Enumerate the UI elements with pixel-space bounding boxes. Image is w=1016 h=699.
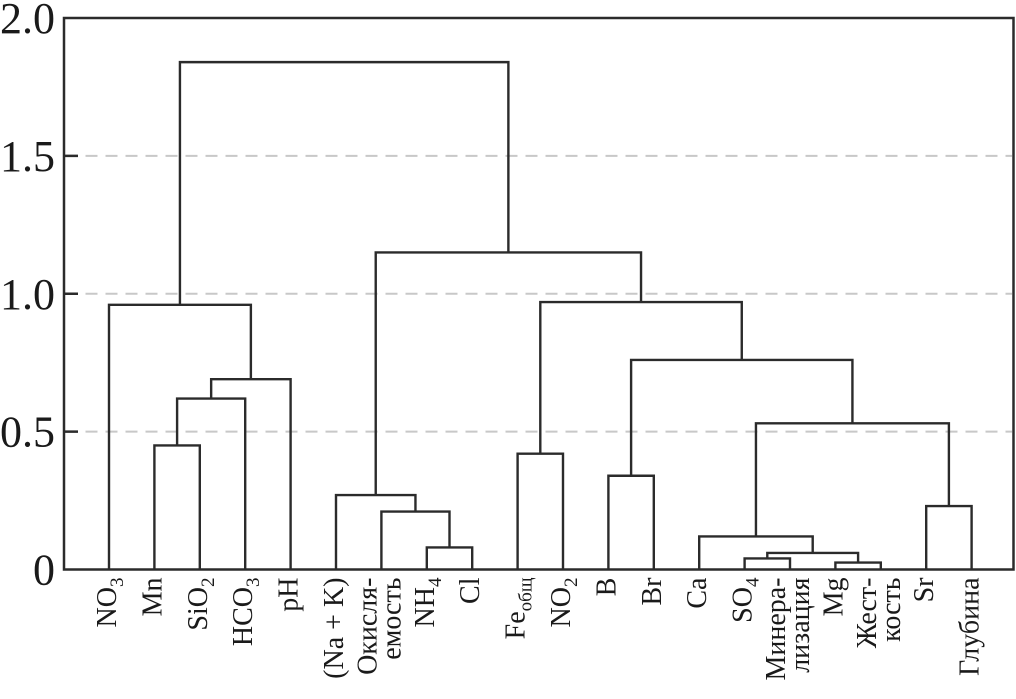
leaf-label: SO4 (728, 577, 764, 623)
leaf-label: Sr (909, 577, 940, 603)
leaf-label: кость (876, 578, 907, 642)
leaf-label: NO3 (92, 578, 128, 628)
leaf-label: Br (637, 577, 668, 606)
leaf-label: емость (376, 578, 407, 660)
leaf-label: Глубина (955, 577, 986, 676)
dendrogram-link (380, 510, 451, 570)
dendrogram-link (925, 504, 973, 570)
leaf-label: Cl (455, 577, 486, 604)
leaf-label: (Na + K) (319, 578, 350, 679)
leaf-label: лизация (785, 577, 816, 672)
dendrogram-link (334, 493, 417, 570)
dendrogram-link (178, 60, 510, 305)
leaf-label: Жест- (852, 578, 883, 649)
y-tick-label: 0 (33, 546, 55, 595)
dendrogram-link (209, 378, 292, 570)
dendrogram-link (107, 303, 253, 570)
leaf-label: Mn (137, 578, 168, 617)
dendrogram-link (607, 474, 655, 570)
dendrogram-link (743, 557, 792, 570)
y-tick-label: 1.5 (0, 132, 55, 181)
y-tick-label: 0.5 (0, 408, 55, 457)
leaf-label: B (591, 578, 622, 597)
leaf-label: Mg (818, 578, 849, 617)
dendrogram-link (516, 452, 565, 570)
leaf-label: NO2 (546, 578, 582, 628)
dendrogram-link (754, 422, 951, 537)
dendrogram-link (153, 444, 201, 570)
leaf-label: Минера- (761, 578, 792, 681)
y-tick-label: 2.0 (0, 0, 55, 43)
leaf-label: pH (274, 578, 305, 612)
dendrogram-link (175, 397, 247, 570)
y-tick-label: 1.0 (0, 270, 55, 319)
leaf-label: NH4 (410, 577, 446, 627)
leaf-label: SiO2 (183, 578, 219, 631)
leaf-label: Окисля- (352, 578, 383, 675)
dendrogram-link (374, 251, 643, 496)
leaf-label: Feобщ (501, 577, 537, 639)
leaf-label: Ca (682, 577, 713, 609)
leaf-label: HCO3 (228, 578, 264, 647)
dendrogram-link (629, 358, 854, 476)
dendrogram-link (425, 546, 474, 570)
